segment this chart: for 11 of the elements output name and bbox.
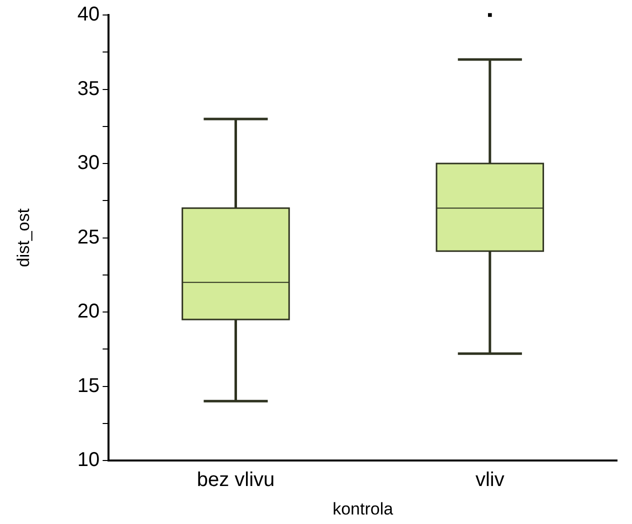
y-tick-label: 30 — [77, 152, 100, 174]
y-tick-label: 20 — [77, 300, 100, 323]
y-tick-label: 15 — [77, 374, 100, 397]
x-axis-title: kontrola — [332, 499, 394, 518]
y-tick-label: 25 — [77, 226, 100, 248]
y-axis-title: dist_ost — [14, 208, 33, 268]
y-tick-label: 35 — [77, 78, 100, 100]
y-tick-label: 10 — [77, 449, 100, 472]
x-tick-label: vliv — [475, 469, 504, 492]
y-tick-label: 40 — [77, 4, 100, 26]
x-tick-label: bez vlivu — [196, 469, 275, 492]
